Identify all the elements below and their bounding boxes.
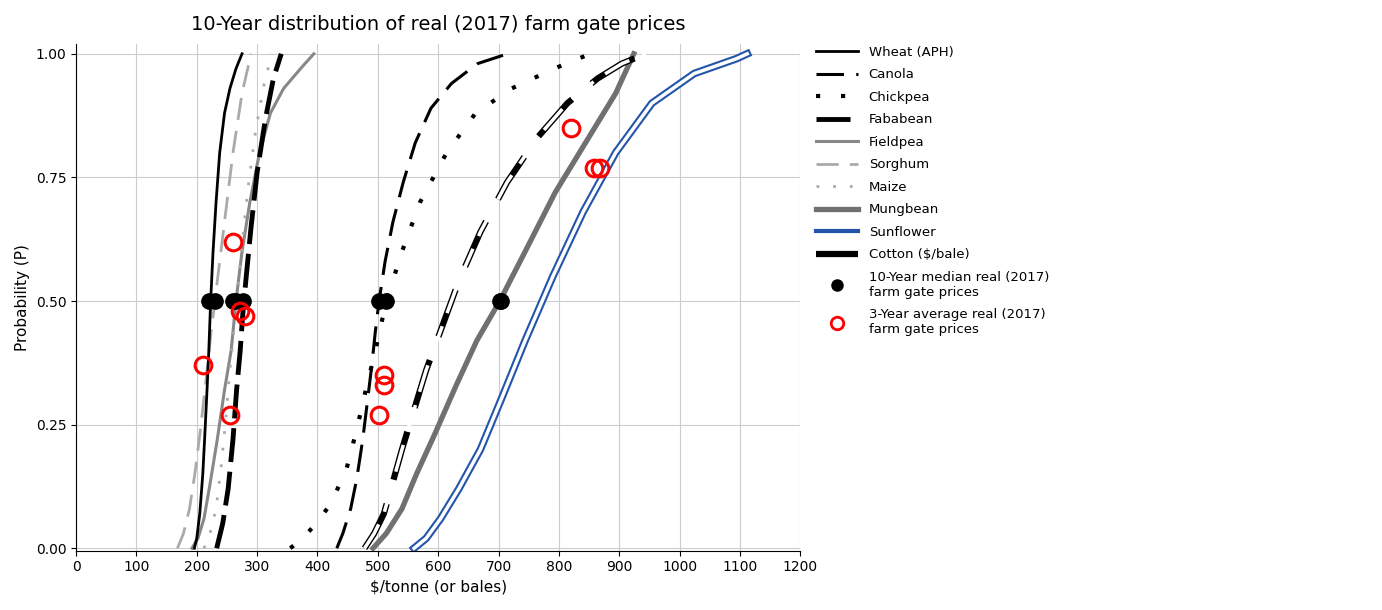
- Legend: Wheat (APH), Canola, Chickpea, Fababean, Fieldpea, Sorghum, Maize, Mungbean, Sun: Wheat (APH), Canola, Chickpea, Fababean,…: [811, 40, 1054, 342]
- Y-axis label: Probability (P): Probability (P): [15, 244, 30, 351]
- Title: 10-Year distribution of real (2017) farm gate prices: 10-Year distribution of real (2017) farm…: [191, 15, 685, 34]
- X-axis label: $/tonne (or bales): $/tonne (or bales): [369, 580, 507, 595]
